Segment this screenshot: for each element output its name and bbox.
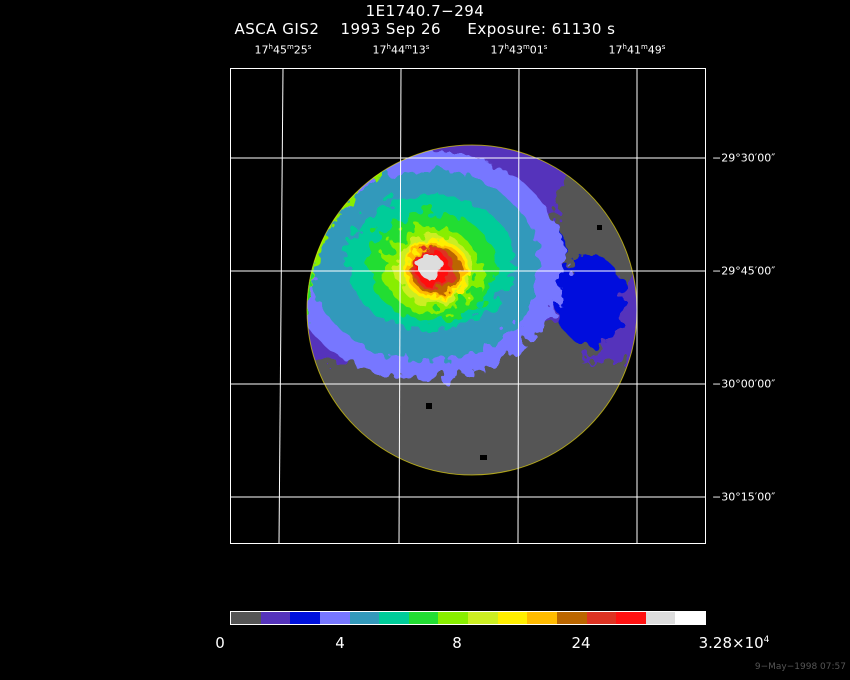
colorbar-segment <box>408 612 439 624</box>
ra-tick-label: 17h44m13s <box>372 43 430 57</box>
ra-tick-label: 17h45m25s <box>254 43 312 57</box>
colorbar-segment <box>260 612 291 624</box>
observation-info: ASCA GIS2 1993 Sep 26 Exposure: 61130 s <box>234 20 616 38</box>
dec-tick-label: −29°45′00″ <box>712 264 776 278</box>
dec-tick-label: −30°15′00″ <box>712 490 776 504</box>
ra-tick-label: 17h43m01s <box>490 43 548 57</box>
colorbar-label: 4 <box>335 634 345 652</box>
colorbar-segment <box>319 612 350 624</box>
colorbar-segment <box>379 612 409 624</box>
colorbar-segment <box>556 612 587 624</box>
colorbar <box>230 611 706 625</box>
colorbar-segment <box>497 612 528 624</box>
colorbar-segment <box>616 612 646 624</box>
colorbar-segment <box>645 612 676 624</box>
colorbar-segment <box>290 612 320 624</box>
colorbar-label: 0 <box>215 634 225 652</box>
ra-tick-label: 17h41m49s <box>608 43 666 57</box>
colorbar-segment <box>468 612 498 624</box>
dec-tick-label: −30°00′00″ <box>712 377 776 391</box>
colorbar-segment <box>586 612 617 624</box>
colorbar-segment <box>231 612 261 624</box>
dec-tick-label: −29°30′00″ <box>712 151 776 165</box>
timestamp: 9−May−1998 07:57 <box>754 662 846 672</box>
colorbar-segment <box>675 612 705 624</box>
detector-field <box>307 145 637 475</box>
colorbar-label: 24 <box>571 634 591 652</box>
colorbar-max-label: 3.28×104 <box>698 634 770 652</box>
colorbar-segment <box>527 612 557 624</box>
colorbar-segment <box>349 612 380 624</box>
coordinate-grid <box>230 67 706 544</box>
colorbar-segment <box>438 612 468 624</box>
colorbar-label: 8 <box>452 634 462 652</box>
image-title: 1E1740.7−294 <box>365 2 485 20</box>
